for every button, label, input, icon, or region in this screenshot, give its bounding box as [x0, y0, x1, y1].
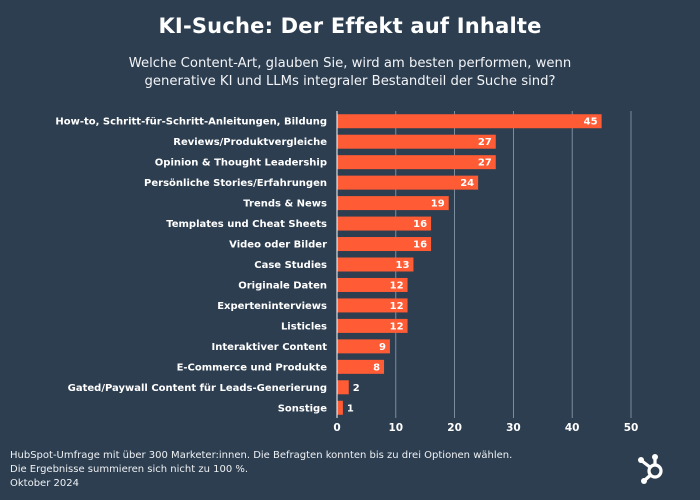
- value-label: 9: [379, 342, 386, 353]
- chart-title: KI-Suche: Der Effekt auf Inhalte: [158, 14, 542, 38]
- value-label: 19: [431, 199, 445, 210]
- x-tick-label: 30: [506, 422, 521, 434]
- value-label: 27: [478, 158, 492, 169]
- hubspot-sprocket-icon: [638, 454, 663, 484]
- value-label: 16: [413, 219, 427, 230]
- category-label: Sonstige: [278, 403, 328, 414]
- bar: [337, 196, 449, 211]
- category-label: Listicles: [281, 321, 327, 332]
- category-label: How-to, Schritt-für-Schritt-Anleitungen,…: [55, 117, 327, 128]
- value-label: 13: [396, 260, 410, 271]
- category-label: Experteninterviews: [217, 301, 327, 312]
- bar: [337, 237, 432, 252]
- value-label: 45: [584, 117, 598, 128]
- x-tick-label: 50: [624, 422, 639, 434]
- category-label: Trends & News: [243, 199, 327, 210]
- category-label: Case Studies: [254, 260, 327, 271]
- bar: [337, 114, 602, 129]
- bar: [337, 155, 496, 170]
- value-label: 12: [390, 321, 404, 332]
- value-label: 16: [413, 240, 427, 251]
- bar: [337, 175, 479, 190]
- bar: [337, 400, 343, 415]
- value-label: 2: [353, 383, 360, 394]
- footnote-line-1: HubSpot-Umfrage mit über 300 Marketer:in…: [10, 450, 513, 461]
- chart-subtitle: Welche Content-Art, glauben Sie, wird am…: [40, 55, 660, 91]
- footnote-line-2: Die Ergebnisse summieren sich nicht zu 1…: [10, 464, 249, 475]
- value-label: 12: [390, 280, 404, 291]
- value-label: 12: [390, 301, 404, 312]
- x-tick-label: 20: [447, 422, 462, 434]
- x-tick-label: 40: [565, 422, 580, 434]
- category-label: Persönliche Stories/Erfahrungen: [144, 178, 327, 189]
- bar: [337, 318, 408, 333]
- subtitle-line-2: generative KI und LLMs integraler Bestan…: [144, 74, 556, 89]
- category-label: Interaktiver Content: [212, 342, 328, 353]
- bar: [337, 339, 390, 354]
- x-tick-label: 0: [333, 422, 340, 434]
- value-label: 8: [373, 362, 380, 373]
- category-label: Video oder Bilder: [229, 240, 327, 251]
- bar: [337, 257, 414, 272]
- category-label: Gated/Paywall Content für Leads-Generier…: [68, 383, 327, 394]
- x-tick-label: 10: [388, 422, 403, 434]
- bar: [337, 134, 496, 149]
- category-label: Originale Daten: [238, 280, 327, 291]
- bar: [337, 298, 408, 313]
- subtitle-line-1: Welche Content-Art, glauben Sie, wird am…: [128, 56, 572, 71]
- bar: [337, 216, 432, 231]
- bar: [337, 277, 408, 292]
- value-label: 24: [460, 178, 474, 189]
- value-label: 1: [347, 403, 354, 414]
- bar-chart: 0 10 20 30 40 50 How-to, Schritt-für-Schritt-A…: [55, 111, 639, 434]
- value-label: 27: [478, 137, 492, 148]
- category-label: Reviews/Produktvergleiche: [173, 137, 327, 148]
- category-label: Opinion & Thought Leadership: [155, 158, 327, 169]
- category-label: Templates und Cheat Sheets: [166, 219, 327, 230]
- footnote: HubSpot-Umfrage mit über 300 Marketer:in…: [10, 449, 610, 491]
- footnote-line-3: Oktober 2024: [10, 478, 79, 489]
- bar: [337, 380, 349, 395]
- bar: [337, 359, 385, 374]
- category-label: E-Commerce und Produkte: [177, 362, 328, 373]
